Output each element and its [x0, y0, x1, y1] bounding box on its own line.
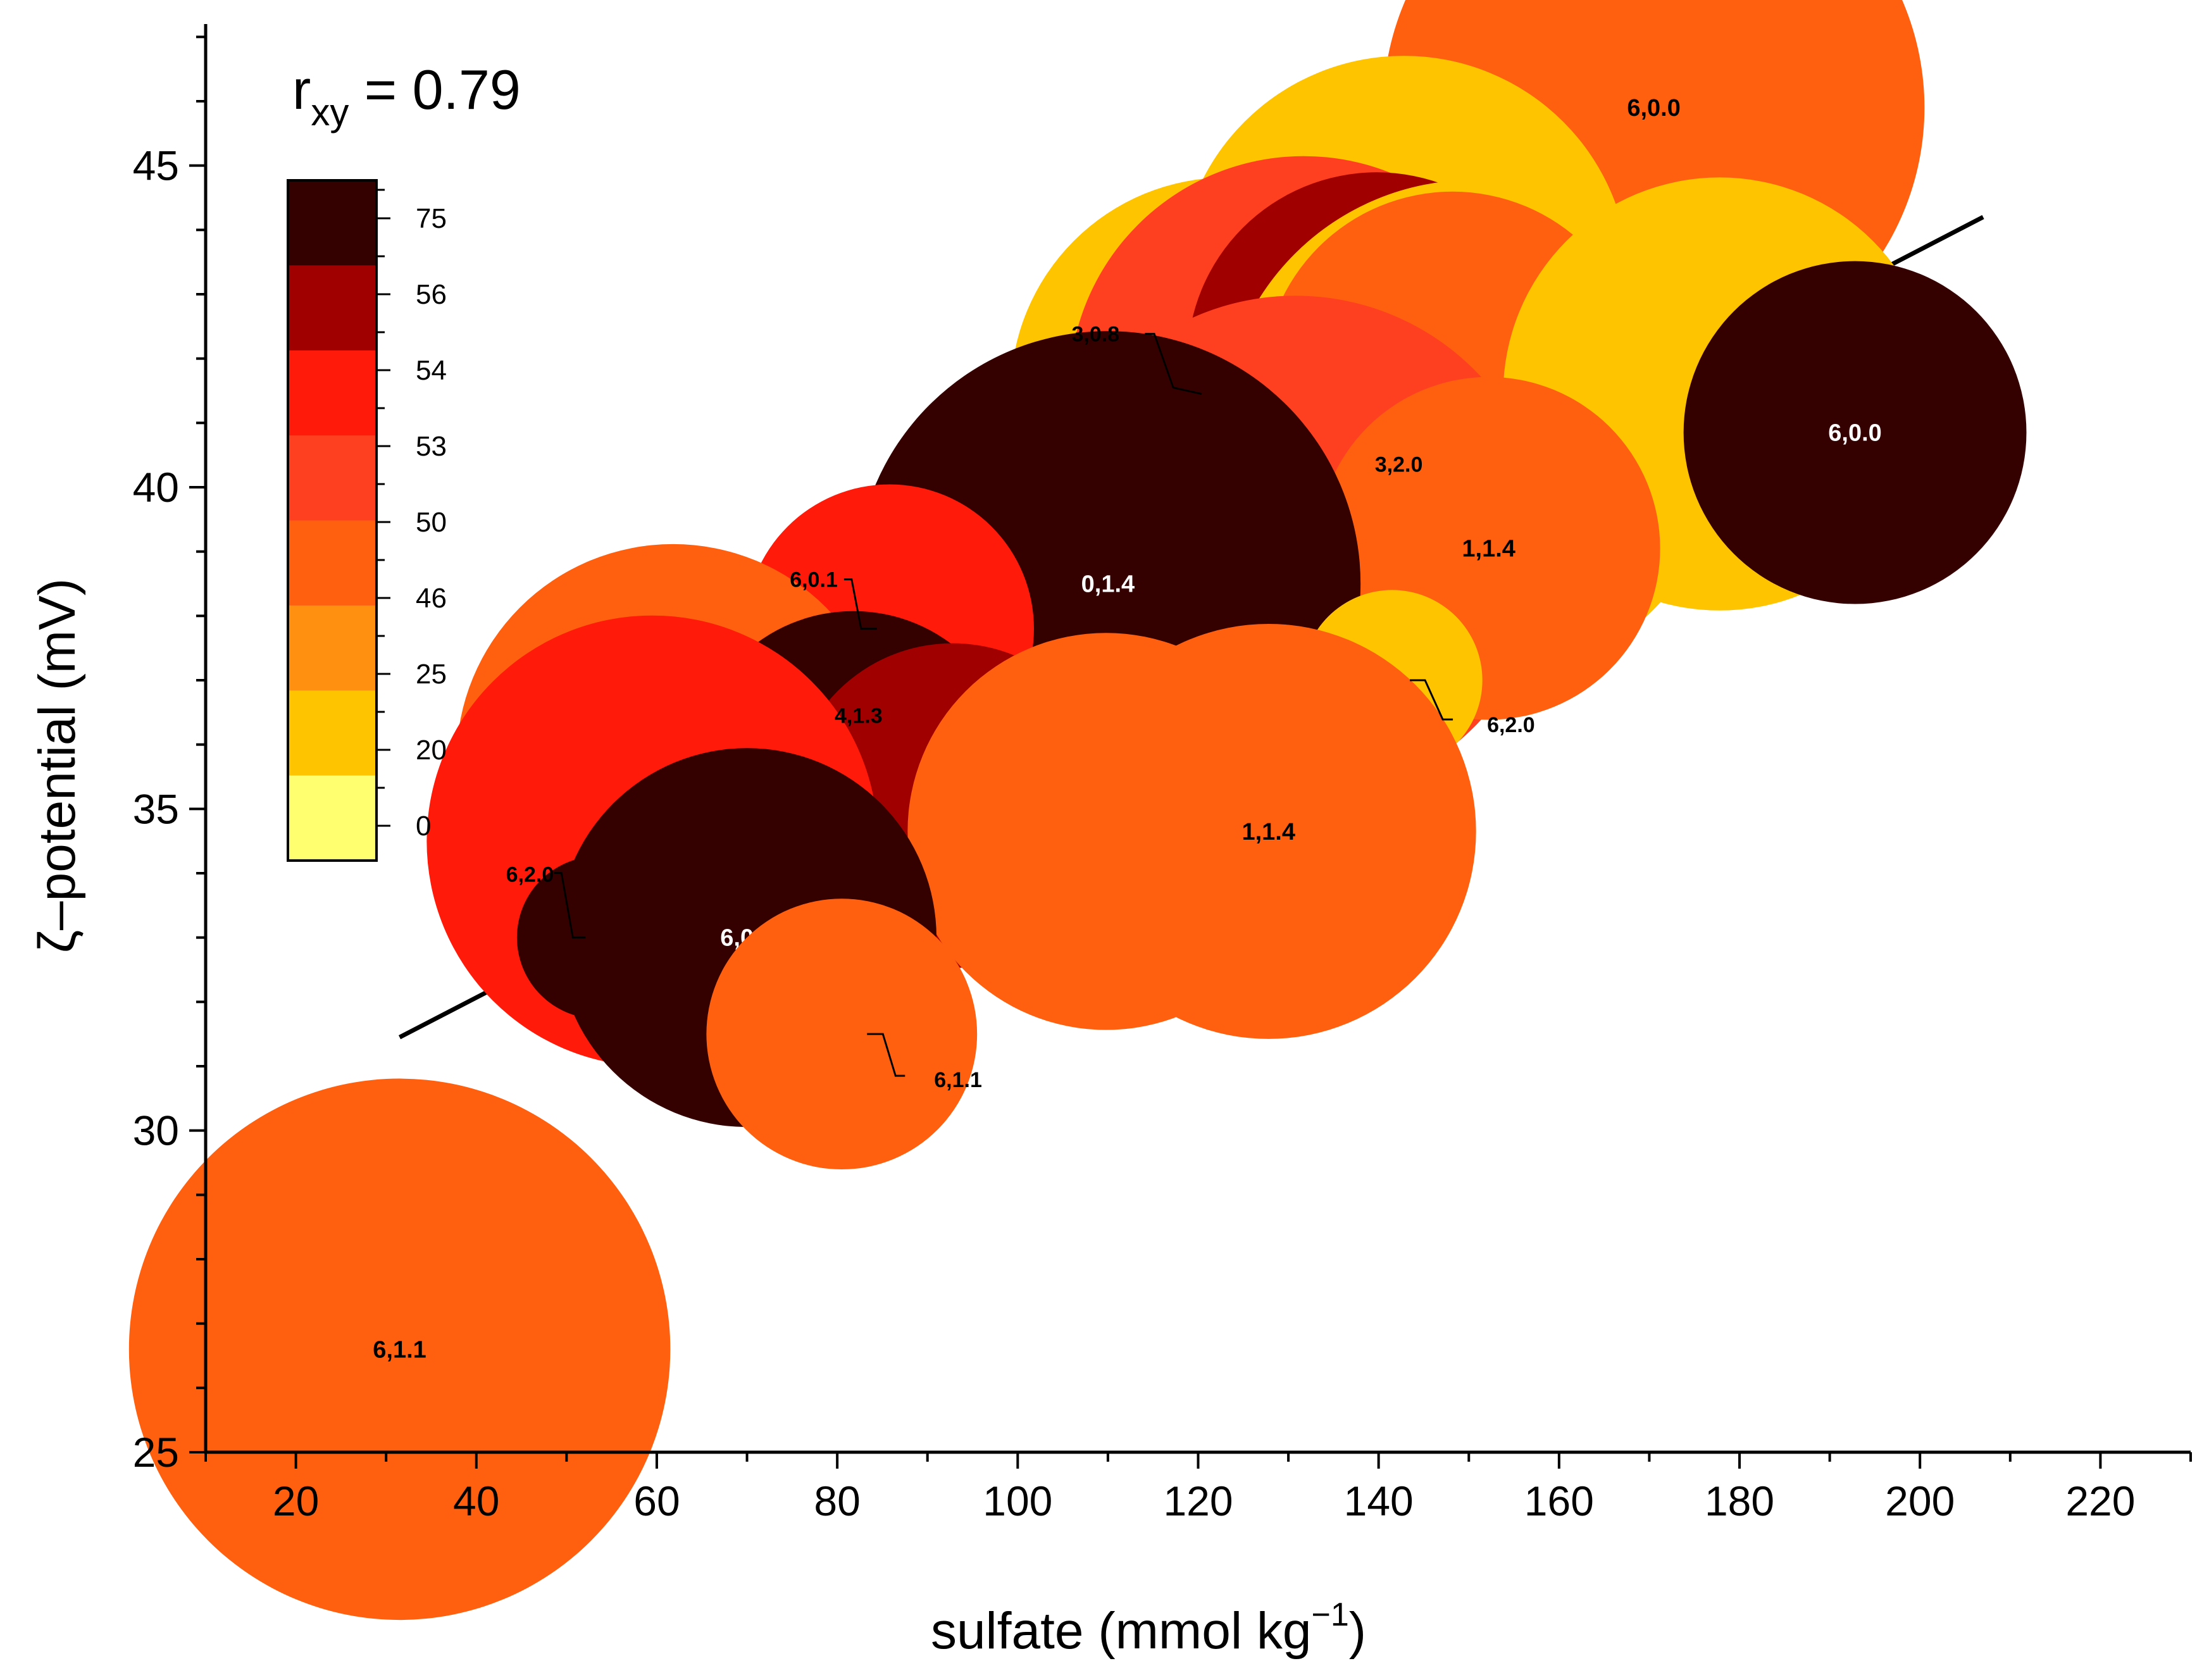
x-ticks: 20 40 60 80 100 120 140 160 180 200 220 [204, 1452, 2192, 1524]
callout-leader [1410, 679, 1453, 721]
callout-label: 3,2.0 [1375, 453, 1423, 477]
x-tick-label: 80 [814, 1478, 860, 1524]
colorbar-label: 75 [416, 203, 447, 234]
x-axis-title-close: ) [1349, 1602, 1366, 1660]
x-tick-label: 40 [453, 1478, 499, 1524]
data-point [128, 1078, 671, 1621]
y-axis-title: ζ–potential (mV) [28, 578, 86, 953]
x-axis-title-superscript: −1 [1311, 1596, 1348, 1633]
colorbar-segment [288, 350, 376, 436]
x-tick-label: 60 [633, 1478, 680, 1524]
data-point [1061, 623, 1476, 1039]
x-tick-label: 180 [1705, 1478, 1774, 1524]
data-point-label: 6,1.1 [373, 1336, 426, 1363]
x-axis-title: sulfate (mmol kg−1) [931, 1596, 1366, 1660]
callout-label: 4,1.3 [835, 704, 883, 728]
correlation-value: = 0.79 [349, 58, 521, 121]
y-tick-label: 30 [133, 1107, 179, 1154]
colorbar-segment [288, 775, 376, 861]
data-point-label: 1,1.4 [1462, 536, 1515, 563]
colorbar-label: 20 [416, 735, 447, 766]
x-tick-label: 20 [273, 1478, 319, 1524]
x-tick-label: 140 [1344, 1478, 1414, 1524]
callout-label: 6,2.0 [506, 863, 554, 887]
data-point-label: 6,0.0 [1828, 420, 1882, 447]
y-tick-label: 45 [133, 142, 179, 189]
y-ticks: 25 30 35 40 45 [133, 35, 206, 1476]
x-axis-title-main: sulfate (mmol kg [931, 1602, 1312, 1660]
callout-leader [1145, 333, 1202, 395]
callout-label: 6,1.1 [934, 1068, 982, 1092]
colorbar-label: 25 [416, 659, 447, 690]
x-tick-label: 120 [1163, 1478, 1233, 1524]
colorbar-label: 54 [416, 355, 447, 386]
callout-layer: 3,0.8 3,2.0 6,0.1 6,2.0 4,1.3 6,2.0 6,1.1 [506, 323, 1535, 1093]
callout-leader [867, 1033, 905, 1077]
callout-label: 3,0.8 [1072, 323, 1120, 347]
callout-label: 6,0.1 [790, 568, 838, 592]
colorbar-segment [288, 180, 376, 266]
callout-leader [843, 578, 877, 630]
correlation-prefix: r [292, 58, 311, 121]
callout-label: 6,2.0 [1487, 713, 1535, 737]
colorbar-segment [288, 520, 376, 606]
colorbar-frame [287, 179, 378, 862]
x-tick-label: 220 [2065, 1478, 2135, 1524]
points-layer: 6,0.06,0.11,0.13,1.26,0.16,0.13,2.06,0.0… [128, 0, 2027, 1621]
data-point [1683, 261, 2027, 604]
data-point-label: 1,1.4 [1241, 819, 1295, 845]
colorbar-label: 53 [416, 431, 447, 462]
correlation-annotation: rxy = 0.79 [292, 58, 521, 134]
colorbar-label: 0 [416, 811, 431, 842]
y-tick-label: 35 [133, 785, 179, 832]
x-tick-label: 200 [1885, 1478, 1955, 1524]
colorbar-segment [288, 435, 376, 521]
x-tick-label: 160 [1524, 1478, 1594, 1524]
y-tick-label: 40 [133, 464, 179, 511]
colorbar: 75 56 54 53 50 46 25 20 0 [287, 179, 447, 862]
colorbar-label: 50 [416, 507, 447, 538]
data-point-label: 6,0.0 [1627, 95, 1681, 121]
colorbar-label: 46 [416, 583, 447, 614]
data-point [706, 899, 978, 1170]
correlation-subscript: xy [311, 91, 349, 134]
y-tick-label: 25 [133, 1429, 179, 1476]
x-tick-label: 100 [983, 1478, 1052, 1524]
colorbar-segment [288, 690, 376, 776]
data-point-label: 0,1.4 [1081, 571, 1135, 598]
callout-leader [554, 872, 586, 939]
colorbar-segment [288, 605, 376, 691]
colorbar-segment [288, 265, 376, 351]
colorbar-label: 56 [416, 279, 447, 310]
